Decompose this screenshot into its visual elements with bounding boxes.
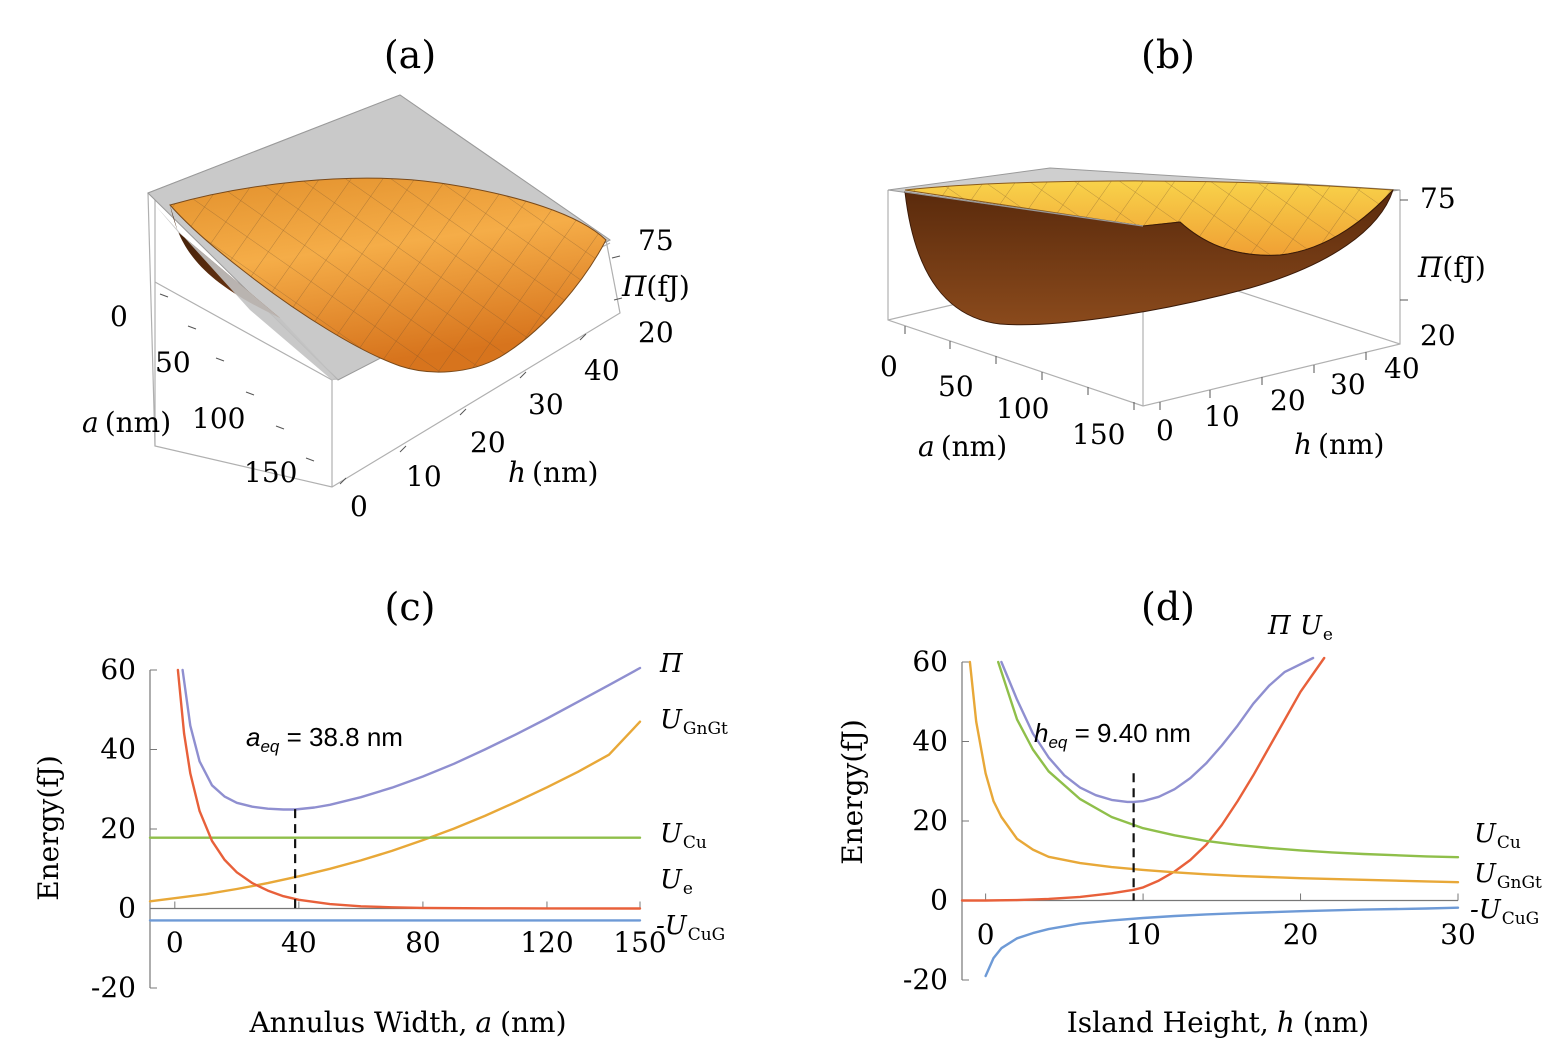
- panel-a-a-tick-150: 150: [244, 456, 297, 489]
- panel-c-ytick-label: 0: [118, 892, 136, 925]
- panel-d-label-ucug: -UCuG: [1470, 895, 1539, 929]
- panel-d-curves: [960, 656, 1460, 978]
- panel-b-a-label: a (nm): [918, 430, 1007, 463]
- panel-a-a-tick-50: 50: [155, 346, 191, 379]
- panel-a-plane-front: [155, 205, 338, 380]
- panel-d-series-ue: [960, 656, 1326, 902]
- panel-a-z-label: Π(fJ): [621, 270, 690, 303]
- panel-a-a-tick-0: 0: [110, 300, 128, 333]
- panel-b-z-label: Π(fJ): [1417, 251, 1486, 284]
- panel-c-title: (c): [385, 585, 436, 629]
- panel-c-series-: [181, 666, 642, 811]
- panel-c-ytick-label: 60: [100, 653, 136, 686]
- panel-b-title: (b): [1141, 33, 1195, 77]
- panel-b-h-label: h (nm): [1294, 428, 1384, 461]
- panel-a-h-label: h (nm): [508, 456, 598, 489]
- panel-a-surface-mesh: [170, 178, 606, 373]
- panel-c-xtick-label: 120: [520, 926, 573, 959]
- panel-b-surface-front: [904, 189, 1394, 326]
- panel-d-ytick-label: -20: [903, 963, 948, 996]
- panel-a: (a) 75 20: [82, 33, 690, 523]
- panel-c-axes: -20 0 20 40 60 0 40 80 120 150: [91, 653, 667, 1004]
- panel-c-xtick-label: 150: [613, 926, 666, 959]
- panel-b-h-tick-40: 40: [1384, 352, 1420, 385]
- panel-c-ylabel: Energy(fJ): [32, 755, 65, 901]
- panel-d-axes: -20 0 20 40 60 0 10 20 30: [903, 645, 1476, 996]
- panel-b-tick-marks: [904, 199, 1408, 410]
- panel-d-label-ugngt: UGnGt: [1474, 859, 1542, 893]
- panel-a-a-label: a (nm): [82, 406, 171, 439]
- panel-a-h-tick-10: 10: [406, 460, 442, 493]
- panel-c-label-ugngt: UGnGt: [660, 705, 728, 739]
- panel-d-curve-labels: Π Ue UCu UGnGt-UCuG heq = 9.40 nm: [1034, 611, 1542, 929]
- panel-c-curve-labels: Π UGnGt UCu Ue -UCuG aeq = 38.8 nm: [246, 649, 728, 945]
- panel-b-z-tick-20: 20: [1420, 319, 1456, 352]
- panel-c-ytick-label: -20: [91, 971, 136, 1004]
- panel-d-series-ucu: [997, 660, 1460, 859]
- panel-d-xtick-label: 0: [977, 918, 995, 951]
- panel-d-xlabel: Island Height, h (nm): [1067, 1006, 1369, 1039]
- panel-d-label-: Π: [1267, 611, 1292, 641]
- panel-a-h-tick-20: 20: [470, 426, 506, 459]
- panel-a-a-ticks-marks: [159, 255, 623, 485]
- panel-d-label-ue: Ue: [1300, 611, 1333, 645]
- panel-c-xtick-label: 0: [166, 926, 184, 959]
- panel-c-ytick-label: 40: [100, 733, 136, 766]
- panel-d-ytick-label: 20: [912, 804, 948, 837]
- panel-d-xtick-label: 30: [1440, 918, 1476, 951]
- panel-c-series-ugngt: [148, 720, 642, 903]
- panel-c-chart: (c) -20 0 20 40 60 0 40 80 120 150 Π UGnGt UCu Ue -UC…: [32, 585, 728, 1039]
- panel-a-z-tick-75: 75: [638, 224, 674, 257]
- panel-c-xtick-label: 80: [405, 926, 441, 959]
- panel-a-h-tick-30: 30: [528, 388, 564, 421]
- panel-a-title: (a): [384, 33, 436, 77]
- panel-b-h-tick-0: 0: [1156, 414, 1174, 447]
- panel-d-series-: [1000, 656, 1315, 804]
- panel-d-ytick-label: 60: [912, 645, 948, 678]
- panel-b: (b) 75 20 Π(fJ) 0 50 1: [880, 33, 1486, 463]
- panel-a-h-tick-40: 40: [584, 354, 620, 387]
- panel-c-ytick-label: 20: [100, 812, 136, 845]
- panel-d-xtick-label: 10: [1125, 918, 1161, 951]
- panel-a-a-tick-100: 100: [192, 402, 245, 435]
- panel-b-a-tick-150: 150: [1072, 418, 1125, 451]
- panel-c-label-ue: Ue: [660, 865, 693, 899]
- panel-d-series-ucug: [984, 906, 1460, 978]
- panel-c-label-ucu: UCu: [660, 819, 707, 853]
- panel-c-xtick-label: 40: [281, 926, 317, 959]
- panel-d-chart: (d) -20 0 20 40 60 0 10 20 30 Π Ue UCu UGnGt-UCuG he…: [836, 585, 1542, 1039]
- panel-c-label-ucug: -UCuG: [656, 911, 725, 945]
- panel-b-a-tick-0: 0: [880, 350, 898, 383]
- panel-b-a-tick-50: 50: [938, 370, 974, 403]
- panel-c-xlabel: Annulus Width, a (nm): [248, 1006, 566, 1039]
- panel-c-curves: [148, 666, 642, 922]
- panel-d-ytick-label: 40: [912, 725, 948, 758]
- panel-a-h-tick-0: 0: [350, 490, 368, 523]
- panel-d-eq-annotation: heq = 9.40 nm: [1034, 718, 1191, 752]
- panel-d-label-ucu: UCu: [1474, 819, 1521, 853]
- panel-d-title: (d): [1141, 585, 1195, 629]
- panel-b-z-tick-75: 75: [1420, 182, 1456, 215]
- panel-c-series-ue: [176, 668, 642, 910]
- panel-b-h-tick-10: 10: [1204, 400, 1240, 433]
- panel-d-ylabel: Energy(fJ): [836, 719, 869, 865]
- panel-b-surface-mesh: [905, 180, 1393, 256]
- panel-b-h-tick-30: 30: [1330, 368, 1366, 401]
- panel-c-label-: Π: [659, 649, 684, 679]
- panel-d-xtick-label: 20: [1283, 918, 1319, 951]
- panel-b-a-tick-100: 100: [996, 392, 1049, 425]
- panel-d-series-ugngt: [968, 660, 1460, 884]
- panel-d-ytick-label: 0: [930, 884, 948, 917]
- panel-c-eq-annotation: aeq = 38.8 nm: [246, 722, 403, 756]
- panel-b-h-tick-20: 20: [1270, 384, 1306, 417]
- panel-a-z-tick-20: 20: [638, 316, 674, 349]
